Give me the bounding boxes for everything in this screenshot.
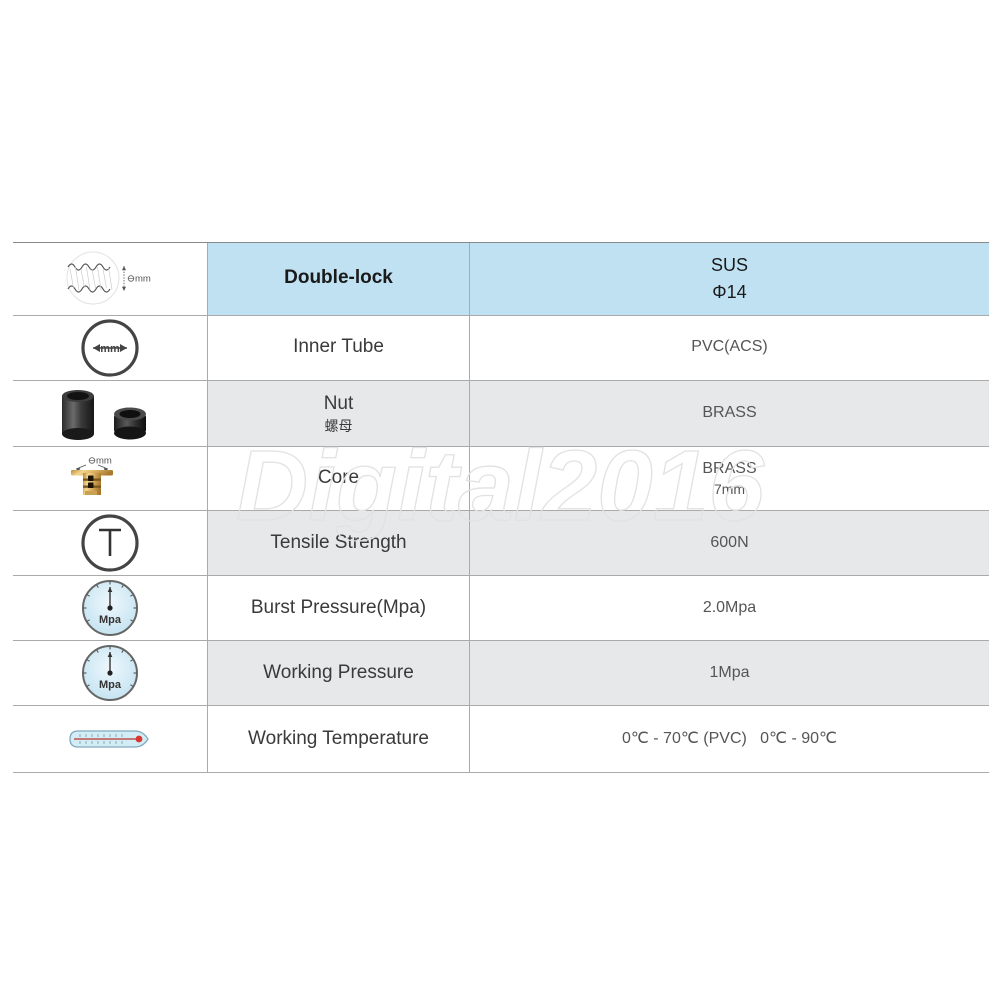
svg-text:mm: mm: [96, 455, 112, 466]
svg-text:mm: mm: [135, 274, 151, 285]
svg-text:Mpa: Mpa: [99, 679, 122, 691]
svg-text:mm: mm: [100, 343, 120, 355]
svg-text:Mpa: Mpa: [99, 614, 122, 626]
